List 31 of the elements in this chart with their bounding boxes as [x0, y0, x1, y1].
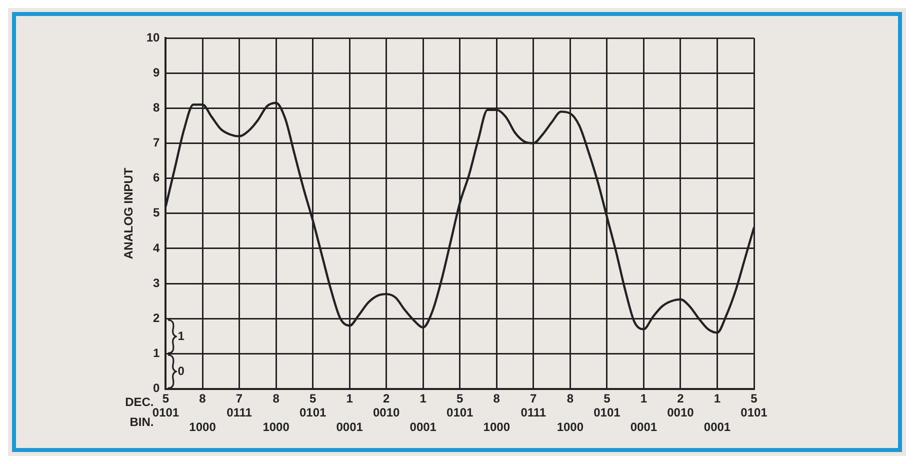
x-tick-label: 2 0010 [667, 391, 694, 420]
x-tick-label: 2 0010 [372, 391, 400, 420]
y-tick-label: 6 [153, 170, 160, 185]
y-tick-label: 5 [153, 206, 160, 220]
x-tick-label: 5 0101 [740, 391, 768, 420]
category-label: 1 0001 [704, 391, 731, 434]
category-label: 1 0001 [630, 391, 658, 434]
y-tick-label: 7 [153, 136, 160, 150]
y-tick-label: 9 [153, 65, 160, 80]
text: BIN. [130, 415, 154, 430]
y-tick-label: 4 [153, 240, 160, 255]
category-label: 8 1000 [262, 391, 290, 434]
x-tick-label: 5 0101 [299, 391, 326, 420]
y-axis-title: ANALOG INPUT [122, 167, 136, 260]
x-tick-label: 5 0101 [594, 391, 621, 420]
x-tick-label: 7 0111 [520, 391, 546, 420]
y-tick-label: 2 [153, 310, 160, 325]
y-tick-label: 3 [153, 276, 160, 290]
category-label: 1 0001 [410, 391, 436, 434]
y-tick-label: 8 [153, 100, 160, 114]
x-tick-label: 5 0101 [446, 391, 474, 420]
text: DEC. [125, 395, 154, 410]
category-label: 8 1000 [556, 391, 584, 434]
category-label: 8 1000 [189, 391, 216, 434]
y-tick-label: 1 [153, 346, 160, 360]
y-tick-label: 10 [146, 30, 160, 44]
category-label: 8 1000 [483, 391, 510, 434]
category-label: 1 0001 [336, 391, 363, 434]
annotation: 1 [178, 328, 184, 344]
annotation: 0 [178, 363, 184, 380]
x-tick-label: 7 0111 [226, 391, 252, 420]
